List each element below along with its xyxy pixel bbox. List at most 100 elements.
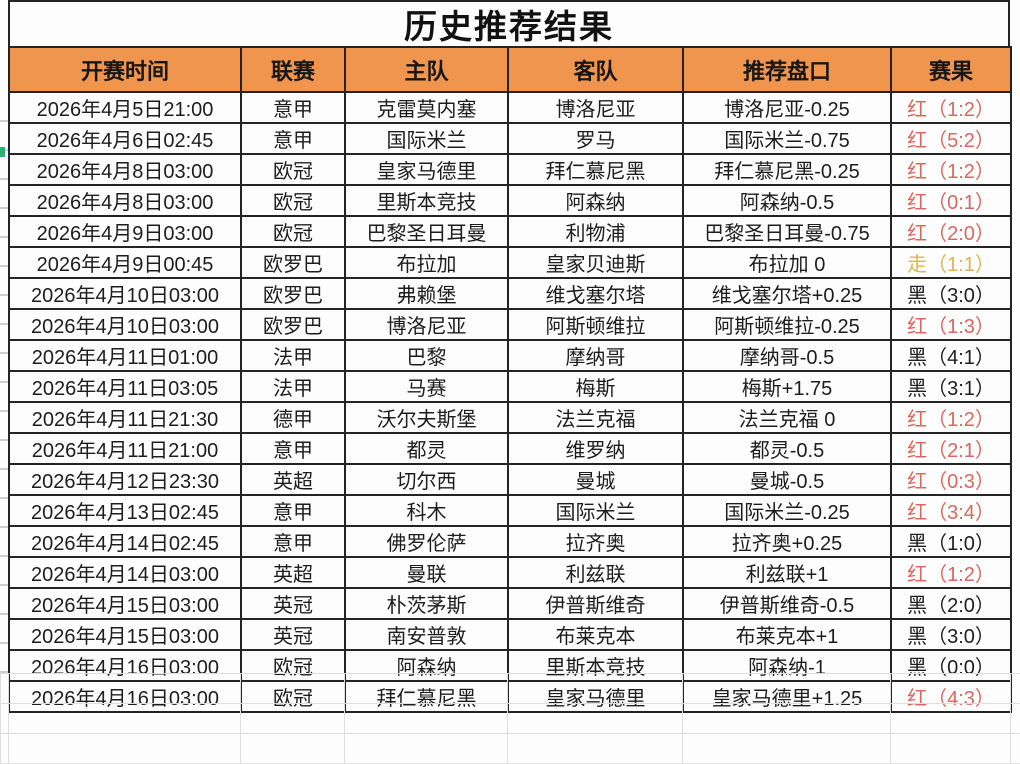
cell-away: 布莱克本 [508, 619, 683, 650]
cell-handicap: 维戈塞尔塔+0.25 [683, 278, 891, 309]
cell-away: 博洛尼亚 [508, 92, 683, 123]
cell-time: 2026年4月11日01:00 [9, 340, 241, 371]
cell-time: 2026年4月14日03:00 [9, 557, 241, 588]
cell-away: 国际米兰 [508, 495, 683, 526]
cell-handicap: 国际米兰-0.75 [683, 123, 891, 154]
cell-home: 里斯本竞技 [345, 185, 508, 216]
cell-handicap: 曼城-0.5 [683, 464, 891, 495]
cell-handicap: 法兰克福 0 [683, 402, 891, 433]
cell-home: 巴黎圣日耳曼 [345, 216, 508, 247]
empty-cell [683, 704, 891, 734]
empty-cell [891, 674, 1011, 704]
cell-result: 红（1:2） [891, 402, 1011, 433]
page-title: 历史推荐结果 [404, 0, 614, 48]
cell-away: 利物浦 [508, 216, 683, 247]
cell-league: 英冠 [241, 588, 345, 619]
cell-league: 欧罗巴 [241, 309, 345, 340]
cell-home: 布拉加 [345, 247, 508, 278]
cell-result: 红（0:3） [891, 464, 1011, 495]
cell-away: 曼城 [508, 464, 683, 495]
cell-home: 巴黎 [345, 340, 508, 371]
empty-cell [891, 734, 1011, 764]
cell-home: 曼联 [345, 557, 508, 588]
empty-cell [1011, 734, 1020, 764]
cell-home: 南安普敦 [345, 619, 508, 650]
cell-handicap: 拜仁慕尼黑-0.25 [683, 154, 891, 185]
empty-grid [0, 673, 1020, 764]
sheet-left-gutter [0, 93, 8, 673]
empty-cell [1011, 674, 1020, 704]
empty-cell [1, 674, 9, 704]
cell-result: 红（1:2） [891, 92, 1011, 123]
cell-handicap: 博洛尼亚-0.25 [683, 92, 891, 123]
cell-away: 阿斯顿维拉 [508, 309, 683, 340]
cell-result: 走（1:1） [891, 247, 1011, 278]
cell-result: 黑（3:0） [891, 619, 1011, 650]
cell-home: 博洛尼亚 [345, 309, 508, 340]
cell-result: 红（1:2） [891, 154, 1011, 185]
cell-home: 皇家马德里 [345, 154, 508, 185]
empty-cell [508, 704, 683, 734]
column-header-result: 赛果 [891, 47, 1011, 92]
cell-away: 利兹联 [508, 557, 683, 588]
cell-league: 英冠 [241, 619, 345, 650]
cell-league: 德甲 [241, 402, 345, 433]
empty-cell [1, 704, 9, 734]
cell-result: 红（0:1） [891, 185, 1011, 216]
column-header-time: 开赛时间 [9, 47, 241, 92]
cell-result: 红（2:0） [891, 216, 1011, 247]
cell-league: 欧冠 [241, 185, 345, 216]
cell-result: 红（2:1） [891, 433, 1011, 464]
cell-result: 红（3:4） [891, 495, 1011, 526]
cell-away: 伊普斯维奇 [508, 588, 683, 619]
cell-time: 2026年4月6日02:45 [9, 123, 241, 154]
cell-handicap: 国际米兰-0.25 [683, 495, 891, 526]
cell-away: 摩纳哥 [508, 340, 683, 371]
empty-cell [683, 734, 891, 764]
cell-time: 2026年4月11日21:00 [9, 433, 241, 464]
cell-time: 2026年4月11日21:30 [9, 402, 241, 433]
cell-handicap: 布拉加 0 [683, 247, 891, 278]
cell-league: 欧罗巴 [241, 247, 345, 278]
empty-cell [9, 704, 241, 734]
header-row: 开赛时间联赛主队客队推荐盘口赛果 [9, 47, 1011, 92]
title-cell: 历史推荐结果 [8, 0, 1010, 46]
cell-handicap: 拉齐奥+0.25 [683, 526, 891, 557]
cell-away: 罗马 [508, 123, 683, 154]
cell-away: 阿森纳 [508, 185, 683, 216]
cell-league: 意甲 [241, 92, 345, 123]
empty-cell [241, 704, 345, 734]
cell-home: 切尔西 [345, 464, 508, 495]
column-header-handicap: 推荐盘口 [683, 47, 891, 92]
cell-league: 意甲 [241, 526, 345, 557]
cell-result: 黑（3:1） [891, 371, 1011, 402]
cell-time: 2026年4月15日03:00 [9, 588, 241, 619]
cell-league: 欧冠 [241, 154, 345, 185]
cell-home: 朴茨茅斯 [345, 588, 508, 619]
cell-handicap: 布莱克本+1 [683, 619, 891, 650]
cell-home: 沃尔夫斯堡 [345, 402, 508, 433]
cell-time: 2026年4月14日02:45 [9, 526, 241, 557]
empty-cell [683, 674, 891, 704]
empty-cell [1, 734, 9, 764]
empty-cell [241, 734, 345, 764]
column-header-away: 客队 [508, 47, 683, 92]
empty-cell [345, 704, 508, 734]
cell-result: 黑（4:1） [891, 340, 1011, 371]
cell-league: 欧罗巴 [241, 278, 345, 309]
empty-cell [9, 734, 241, 764]
cell-handicap: 伊普斯维奇-0.5 [683, 588, 891, 619]
cell-result: 红（5:2） [891, 123, 1011, 154]
cell-handicap: 摩纳哥-0.5 [683, 340, 891, 371]
empty-cell [508, 674, 683, 704]
cell-league: 意甲 [241, 495, 345, 526]
